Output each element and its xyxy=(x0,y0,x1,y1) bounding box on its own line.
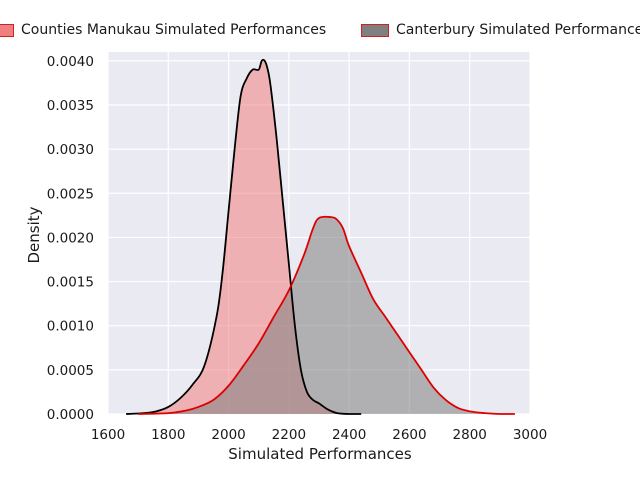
y-tick-label: 0.0020 xyxy=(47,230,94,246)
y-tick-label: 0.0025 xyxy=(47,186,94,202)
x-tick-label: 2200 xyxy=(272,427,306,443)
legend-item-canterbury: Canterbury Simulated Performances xyxy=(361,22,640,38)
x-axis-title: Simulated Performances xyxy=(228,445,412,463)
legend-swatch-canterbury xyxy=(361,23,389,37)
legend-item-counties-manukau: Counties Manukau Simulated Performances xyxy=(0,22,326,38)
x-axis-ticks: 1600 1800 2000 2200 2400 2600 2800 3000 xyxy=(91,427,547,443)
y-tick-label: 0.0040 xyxy=(47,54,94,70)
legend-swatch-counties-manukau xyxy=(0,23,14,37)
density-line-counties-manukau xyxy=(126,58,362,415)
density-areas xyxy=(126,58,515,415)
legend: Counties Manukau Simulated Performances … xyxy=(0,18,640,44)
x-tick-label: 2800 xyxy=(453,427,487,443)
x-tick-label: 3000 xyxy=(513,427,547,443)
x-tick-label: 2400 xyxy=(332,427,366,443)
y-tick-label: 0.0005 xyxy=(47,363,94,379)
y-tick-label: 0.0015 xyxy=(47,275,94,291)
density-line-canterbury xyxy=(138,215,515,415)
x-tick-label: 1800 xyxy=(151,427,185,443)
legend-label-canterbury: Canterbury Simulated Performances xyxy=(396,22,640,38)
legend-label-counties-manukau: Counties Manukau Simulated Performances xyxy=(21,22,327,38)
x-tick-label: 1600 xyxy=(91,427,125,443)
x-tick-label: 2000 xyxy=(211,427,245,443)
y-axis-ticks: 0.0000 0.0005 0.0010 0.0015 0.0020 0.0025 0.00… xyxy=(47,54,94,423)
density-area-counties-manukau xyxy=(126,59,362,414)
y-axis-title: Density xyxy=(25,206,43,263)
y-tick-label: 0.0010 xyxy=(47,319,94,335)
y-tick-label: 0.0030 xyxy=(47,142,94,158)
y-tick-label: 0.0000 xyxy=(47,407,94,423)
x-tick-label: 2600 xyxy=(392,427,426,443)
density-area-canterbury xyxy=(138,216,515,414)
y-tick-label: 0.0035 xyxy=(47,98,94,114)
